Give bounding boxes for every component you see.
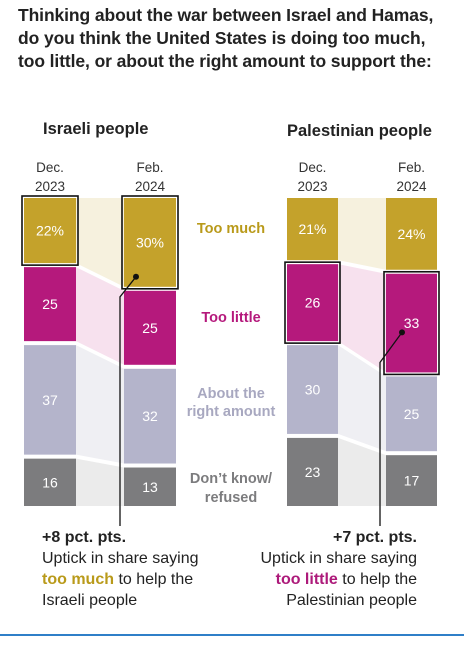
- data-label-1-1-1: 33: [404, 315, 420, 331]
- x-tick-label-1-0-1: 2023: [297, 179, 327, 194]
- annotation-right-line3: Palestinian people: [286, 592, 417, 609]
- x-tick-label-0-1-0: Feb.: [136, 160, 163, 175]
- x-tick-label-1-1-0: Feb.: [398, 160, 425, 175]
- data-label-1-1-0: 24%: [397, 226, 425, 242]
- x-tick-labels: Dec. 2023 Feb. 2024 Dec. 2023 Feb. 2024: [35, 160, 427, 194]
- annotation-left-line1: Uptick in share saying: [42, 550, 199, 567]
- bar-segment-0-1-0: [124, 198, 176, 287]
- bar-segment-1-0-0: [287, 198, 338, 261]
- annotation-left-highlight: too much: [42, 571, 114, 588]
- data-label-0-0-0: 22%: [36, 223, 64, 239]
- panel-title-israeli: Israeli people: [43, 120, 149, 138]
- flow-band-0-2: [76, 345, 124, 464]
- bar-segment-1-1-3: [386, 455, 437, 506]
- flow-band-1-3: [338, 437, 386, 506]
- annotation-left: +8 pct. pts. Uptick in share saying too …: [42, 527, 199, 611]
- annotation-left-line3: Israeli people: [42, 592, 138, 609]
- data-label-0-0-3: 16: [42, 474, 58, 490]
- data-label-1-1-3: 17: [404, 473, 420, 489]
- data-label-1-0-1: 26: [305, 295, 321, 311]
- highlight-box-0-1: [121, 195, 179, 290]
- category-labels: Too much Too little About the right amount D…: [187, 221, 276, 506]
- bar-segment-0-0-0: [24, 198, 76, 264]
- bottom-divider: [0, 634, 464, 648]
- x-tick-label-1-1-1: 2024: [396, 179, 427, 194]
- data-label-0-0-1: 25: [42, 296, 58, 312]
- highlight-box-1-0: [284, 261, 341, 344]
- data-label-1-1-2: 25: [404, 406, 420, 422]
- leader-lines: [119, 273, 405, 526]
- flow-band-1-2: [338, 345, 386, 452]
- data-label-1-0-0: 21%: [298, 221, 326, 237]
- category-label-about-right-1: right amount: [187, 404, 276, 420]
- bar-segment-0-0-1: [24, 267, 76, 342]
- x-tick-label-0-0-0: Dec.: [36, 160, 64, 175]
- category-label-dont-know-1: refused: [205, 490, 257, 506]
- annotation-right-headline: +7 pct. pts.: [332, 529, 417, 546]
- chart-title: Thinking about the war between Israel an…: [18, 5, 434, 71]
- data-label-0-1-0: 30%: [136, 234, 164, 250]
- annotation-left-rest: to help the: [114, 571, 194, 588]
- category-label-too-much-0: Too much: [197, 221, 265, 237]
- bar-segment-1-0-1: [287, 264, 338, 342]
- bar-segment-1-1-2: [386, 376, 437, 452]
- bar-segment-1-0-3: [287, 437, 338, 506]
- data-label-0-1-2: 32: [142, 408, 158, 424]
- flow-bands: [76, 198, 386, 506]
- bar-segment-0-0-2: [24, 345, 76, 455]
- bar-segment-0-1-1: [124, 290, 176, 365]
- annotation-right: +7 pct. pts. Uptick in share saying too …: [249, 527, 417, 611]
- category-label-dont-know-0: Don’t know/: [190, 471, 272, 487]
- annotation-right-line1: Uptick in share saying: [260, 550, 417, 567]
- flow-band-1-1: [338, 264, 386, 373]
- annotation-right-line2: too little to help the: [249, 569, 417, 590]
- x-tick-label-0-1-1: 2024: [135, 179, 166, 194]
- data-label-0-1-3: 13: [142, 479, 158, 495]
- x-tick-label-0-0-1: 2023: [35, 179, 65, 194]
- panel-title-palestinian: Palestinian people: [287, 122, 432, 140]
- bar-segment-1-1-1: [386, 273, 437, 373]
- data-label-0-0-2: 37: [42, 392, 58, 408]
- highlight-box-0-0: [21, 195, 79, 266]
- highlight-box-1-1: [383, 270, 440, 376]
- data-label-1-0-2: 30: [305, 382, 321, 398]
- bar-segment-0-1-2: [124, 368, 176, 464]
- bar-segment-0-0-3: [24, 458, 76, 506]
- annotation-right-highlight: too little: [275, 571, 338, 588]
- bar-segment-1-1-0: [386, 198, 437, 270]
- flow-band-0-0: [76, 198, 124, 287]
- highlight-boxes: [21, 195, 440, 376]
- annotation-left-headline: +8 pct. pts.: [42, 529, 127, 546]
- annotation-right-rest: to help the: [337, 571, 417, 588]
- x-tick-label-1-0-0: Dec.: [299, 160, 327, 175]
- category-label-too-little-0: Too little: [201, 310, 260, 326]
- leader-line-right: [379, 332, 403, 526]
- data-label-1-0-3: 23: [305, 464, 321, 480]
- flow-band-1-0: [338, 198, 386, 270]
- bar-segment-0-1-3: [124, 467, 176, 506]
- flow-band-0-3: [76, 458, 124, 506]
- leader-line-left: [119, 276, 137, 526]
- data-label-0-1-1: 25: [142, 320, 158, 336]
- category-label-about-right-0: About the: [197, 386, 265, 402]
- bar-segment-1-0-2: [287, 345, 338, 434]
- bars: 22% 25 37 16 30% 25 32 13 21% 26 30 23 24% 33 25 17: [24, 198, 437, 506]
- flow-band-0-1: [76, 267, 124, 365]
- chart-svg: 22% 25 37 16 30% 25 32 13 21% 26 30 23 24% 33 25 17 Dec…: [21, 160, 440, 526]
- annotation-left-line2: too much to help the: [42, 569, 199, 590]
